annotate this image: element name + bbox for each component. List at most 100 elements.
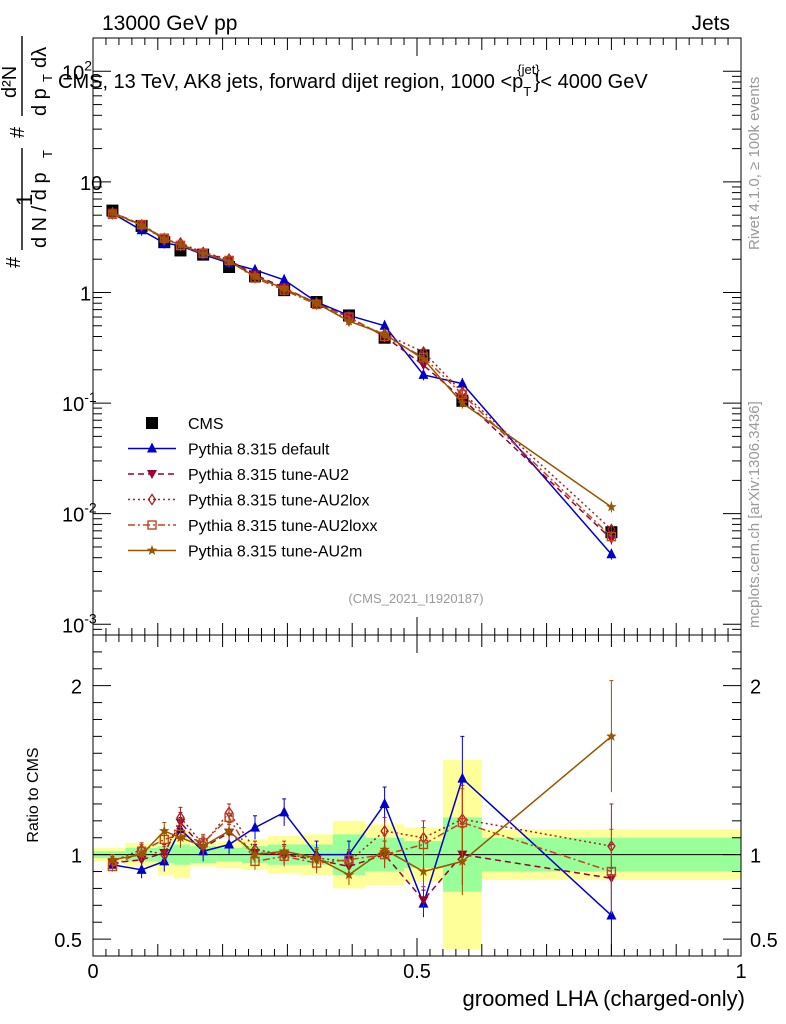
x-tick-label: 1 [735,961,746,983]
x-axis-label: groomed LHA (charged-only) [463,986,745,1011]
ratio-point [224,812,234,823]
ratio-point [159,825,170,836]
series-line [112,211,612,508]
legend-label: Pythia 8.315 tune-AU2loxx [188,518,377,535]
ratio-plot: 0.5 0.5 1 1 2 2 [54,634,778,957]
ratio-y-tick-label: 2 [71,677,82,699]
ratio-point [176,811,185,824]
main-y-axis: 10-3 10-2 10-1 1 10 102 [62,37,741,637]
series-0 [106,204,618,539]
data-point [418,353,429,364]
legend-label: Pythia 8.315 tune-AU2 [188,467,349,484]
ratio-point [279,806,290,817]
svg-text:#: # [3,256,25,268]
data-point [311,297,322,308]
ratio-bands [93,760,741,950]
legend-entry: Pythia 8.315 tune-AU2m [128,544,362,561]
data-point [223,256,235,267]
legend-marker [147,470,157,479]
legend: CMS Pythia 8.315 default Pythia 8.315 tune… [128,416,377,561]
x-tick-label: 0.5 [403,961,431,983]
main-plot: 10-3 10-2 10-1 1 10 102 CMS, 13 TeV, AK8 jets… [58,37,742,637]
header-left: 13000 GeV pp [102,12,237,35]
ratio-point [343,869,355,880]
main-ylabel: # 1 d N / d p T # d²N d p T dλ [0,36,55,268]
data-point [457,397,468,408]
data-point [606,531,617,542]
ratio-point [159,848,169,861]
y-tick-label: 10-3 [62,610,97,637]
ratio-y-tick-label: 0.5 [54,930,82,952]
ratio-line [112,811,612,863]
ratio-point [107,854,118,865]
x-tick-label: 0 [87,961,98,983]
ratio-point [223,825,235,836]
main-series [106,204,618,560]
y-tick-label: 1 [80,283,91,305]
y-tick-label: 10-1 [62,389,97,416]
x-axis: 0 0.5 1 [87,38,747,983]
ratio-point [418,839,429,850]
ratio-series [107,680,617,956]
ratio-point [418,896,429,906]
data-point [343,315,355,326]
legend-entry: Pythia 8.315 tune-AU2lox [128,493,369,510]
ratio-point [311,852,322,863]
series-5 [107,206,617,513]
ratio-point [457,772,468,783]
data-point [457,377,468,388]
series-line [112,213,612,538]
data-point [606,548,617,559]
legend-marker [146,417,158,429]
legend-entry: Pythia 8.315 tune-AU2 [128,467,349,484]
legend-label: Pythia 8.315 tune-AU2m [188,544,362,561]
ratio-series-5 [107,680,617,896]
y-tick-label: 10 [80,173,102,195]
legend-marker [147,520,157,530]
data-point [418,368,429,379]
svg-text:T: T [40,74,55,82]
legend-label: Pythia 8.315 tune-AU2lox [188,493,369,510]
ratio-y-tick-label-right: 2 [750,677,761,699]
svg-text:#: # [7,126,29,138]
data-point [175,239,186,250]
svg-text:1: 1 [12,194,37,206]
data-point [197,248,209,258]
ratio-point [249,849,261,860]
ratio-y-tick-label-right: 0.5 [750,930,778,952]
svg-text:T: T [40,150,55,158]
ratio-point [344,855,354,865]
legend-label: Pythia 8.315 default [188,442,330,459]
ratio-line [112,816,612,873]
ratio-point [136,863,147,874]
ratio-y-axis: 0.5 0.5 1 1 2 2 [54,634,778,957]
ratio-point [278,845,290,856]
svg-text:d p: d p [29,88,51,116]
legend-entry: Pythia 8.315 default [128,442,330,459]
data-point [159,233,170,244]
legend-label: CMS [188,416,224,433]
ratio-point [224,838,235,849]
data-point [379,319,390,330]
ratio-point [606,909,617,920]
ratio-point [457,855,468,866]
plot-title: CMS, 13 TeV, AK8 jets, forward dijet reg… [58,62,648,99]
ratio-point [197,840,209,851]
ratio-ylabel: Ratio to CMS [25,747,42,842]
analysis-tag: (CMS_2021_I1920187) [348,591,483,606]
mcplots-label: mcplots.cern.ch [arXiv:1306.3436] [746,401,763,628]
series-3 [108,207,616,536]
ratio-point [136,849,147,860]
data-point [418,361,429,371]
ratio-point [457,817,468,828]
legend-entry: Pythia 8.315 tune-AU2loxx [128,518,377,535]
rivet-label: Rivet 4.1.0, ≥ 100k events [746,77,763,250]
ratio-point [606,730,617,741]
data-point [606,501,617,512]
ratio-y-tick-label: 1 [71,846,82,868]
data-point [136,219,147,230]
ratio-point [606,866,617,877]
ratio-point [250,821,260,832]
data-point [278,283,290,294]
svg-text:d²N: d²N [0,66,21,98]
